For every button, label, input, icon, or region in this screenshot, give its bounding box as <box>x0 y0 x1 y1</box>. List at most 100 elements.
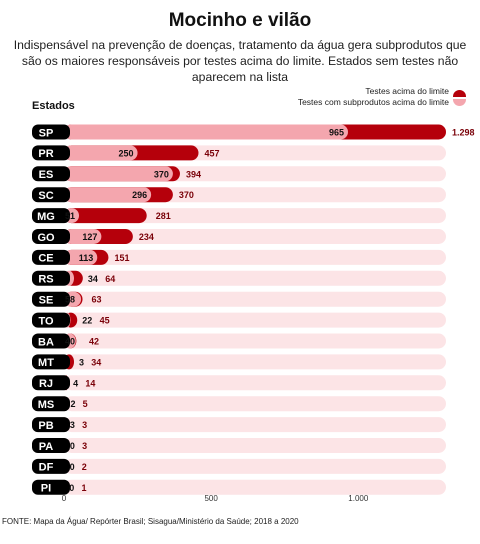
value-label-above: 3 <box>82 420 87 430</box>
legend-label-above: Testes acima do limite <box>365 86 449 96</box>
value-label-above: 234 <box>139 232 154 242</box>
value-label-byproducts: 965 <box>329 128 344 138</box>
bar-track <box>64 396 446 412</box>
value-label-byproducts: 113 <box>79 253 94 263</box>
bar-byproducts <box>64 124 348 140</box>
bar-track <box>64 312 446 328</box>
value-label-byproducts: 0 <box>70 441 75 451</box>
state-label-bg <box>32 396 70 412</box>
state-label-bg <box>32 145 70 161</box>
state-label-bg <box>32 291 70 307</box>
state-label: SC <box>38 190 53 202</box>
value-label-byproducts: 40 <box>65 337 75 347</box>
value-label-above: 1.298 <box>452 128 475 138</box>
value-label-above: 3 <box>82 441 87 451</box>
state-label-bg <box>32 270 70 286</box>
value-label-byproducts: 51 <box>65 211 75 221</box>
state-label-bg <box>32 333 70 349</box>
value-label-above: 1 <box>81 483 86 493</box>
chart-subtitle: Indispensável na prevenção de doenças, t… <box>13 38 467 84</box>
bar-track <box>64 333 446 349</box>
state-label: PR <box>38 148 53 160</box>
state-label: MT <box>38 357 54 369</box>
state-label: PB <box>38 420 53 432</box>
value-label-byproducts: 3 <box>70 420 75 430</box>
bar-byproducts <box>64 145 138 161</box>
legend: Testes acima do limite Testes com subpro… <box>298 86 466 108</box>
bar-track <box>64 291 446 307</box>
value-label-byproducts: 0 <box>70 462 75 472</box>
bar-track <box>64 479 446 495</box>
state-label-bg <box>32 438 70 453</box>
state-label-bg <box>32 249 70 265</box>
value-label-byproducts: 4 <box>73 378 78 388</box>
y-axis-label: Estados <box>32 100 75 112</box>
legend-item-byproducts: Testes com subprodutos acima do limite <box>298 97 466 108</box>
bar-track <box>64 438 446 453</box>
state-label: PI <box>41 483 51 495</box>
value-label-byproducts: 0 <box>69 483 74 493</box>
legend-swatch-byproducts <box>453 99 466 106</box>
value-label-above: 281 <box>156 211 171 221</box>
value-label-above: 64 <box>105 274 115 284</box>
bar-track <box>64 249 446 265</box>
state-label-bg <box>32 229 70 244</box>
value-label-above: 5 <box>83 399 88 409</box>
value-label-above: 370 <box>179 190 194 200</box>
value-label-byproducts: 370 <box>154 169 169 179</box>
value-label-byproducts: 22 <box>82 316 92 326</box>
x-tick-label: 0 <box>62 494 67 503</box>
x-tick-label: 500 <box>204 494 218 503</box>
state-label: SP <box>39 127 54 139</box>
value-label-above: 34 <box>91 357 101 367</box>
bar-byproducts <box>64 187 152 203</box>
bar-byproducts <box>64 249 98 265</box>
value-label-above: 394 <box>186 169 201 179</box>
state-label-bg <box>32 124 70 140</box>
legend-swatch-above <box>453 90 466 97</box>
state-label-bg <box>32 479 70 495</box>
value-label-above: 45 <box>100 316 110 326</box>
value-label-byproducts: 296 <box>132 190 147 200</box>
state-label: MG <box>37 211 55 223</box>
state-label: RS <box>38 274 53 286</box>
bar-track <box>64 270 446 286</box>
state-label: TO <box>38 315 54 327</box>
state-label-bg <box>32 354 70 370</box>
state-label: BA <box>38 336 54 348</box>
state-label-bg <box>32 375 70 391</box>
value-label-above: 151 <box>114 253 129 263</box>
state-label: DF <box>39 462 54 474</box>
state-label: GO <box>37 232 55 244</box>
bar-byproducts <box>64 166 173 182</box>
state-label-bg <box>32 312 70 328</box>
value-label-above: 42 <box>89 337 99 347</box>
value-label-above: 14 <box>85 378 95 388</box>
state-label-bg <box>32 458 70 474</box>
value-label-byproducts: 127 <box>82 232 97 242</box>
value-label-above: 2 <box>82 462 87 472</box>
value-label-byproducts: 250 <box>119 148 134 158</box>
state-label: MS <box>38 399 55 411</box>
value-label-above: 63 <box>92 295 102 305</box>
state-label: PA <box>39 441 54 453</box>
x-tick-label: 1.000 <box>348 494 369 503</box>
state-label: CE <box>38 253 53 265</box>
source-note: FONTE: Mapa da Água/ Repórter Brasil; Si… <box>2 517 299 526</box>
bar-track <box>64 458 446 474</box>
state-label: RJ <box>39 378 53 390</box>
state-label-bg <box>32 187 70 203</box>
bar-track <box>64 375 446 391</box>
legend-item-above: Testes acima do limite <box>298 86 466 97</box>
state-label-bg <box>32 166 70 182</box>
state-label-bg <box>32 208 70 224</box>
state-label: SE <box>39 295 54 307</box>
value-label-byproducts: 2 <box>70 399 75 409</box>
bar-track <box>64 417 446 433</box>
value-label-byproducts: 58 <box>65 295 75 305</box>
value-label-above: 457 <box>204 148 219 158</box>
bar-track <box>64 354 446 370</box>
bar-byproducts <box>64 229 102 244</box>
bar-above-limit <box>64 208 147 224</box>
